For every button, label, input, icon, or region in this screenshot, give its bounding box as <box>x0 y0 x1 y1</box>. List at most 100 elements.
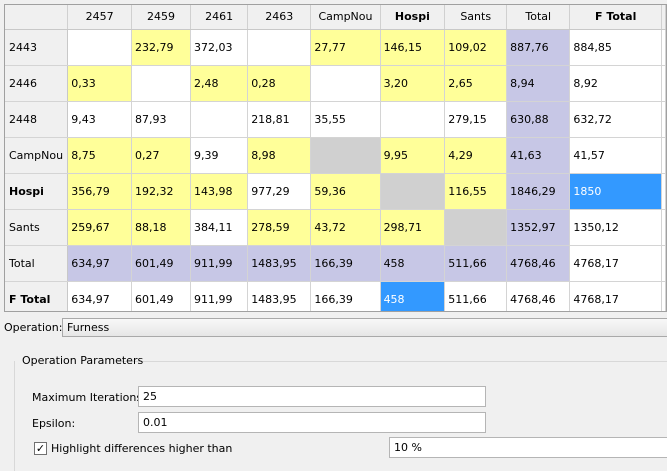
row-header[interactable]: 2443 <box>5 29 69 66</box>
table-cell[interactable]: 143,98 <box>190 173 249 210</box>
table-cell[interactable]: 1850 <box>569 173 662 210</box>
operation-dropdown[interactable]: Furness <box>62 318 667 337</box>
table-cell[interactable]: 0,33 <box>67 65 133 102</box>
table-cell[interactable]: 4768,17 <box>569 245 662 282</box>
table-cell[interactable]: 259,67 <box>67 209 133 246</box>
table-cell[interactable]: 0,28 <box>247 65 312 102</box>
table-cell[interactable]: 3,20 <box>380 65 446 102</box>
table-cell[interactable]: 8,92 <box>569 65 662 102</box>
column-header[interactable]: 2463 <box>247 5 312 30</box>
table-cell[interactable]: 911,99 <box>190 245 249 282</box>
table-cell[interactable] <box>310 65 381 102</box>
table-cell[interactable]: 278,59 <box>247 209 312 246</box>
table-cell[interactable]: 218,81 <box>247 101 312 138</box>
table-cell[interactable] <box>190 101 249 138</box>
table-cell[interactable]: 59,36 <box>310 173 381 210</box>
table-cell[interactable]: 634,97 <box>67 281 133 311</box>
max-iterations-label: Maximum Iterations: <box>32 391 146 404</box>
table-cell[interactable]: 384,11 <box>190 209 249 246</box>
highlight-threshold-input[interactable]: 10 % <box>389 437 667 458</box>
row-header[interactable]: Hospi <box>5 173 69 210</box>
table-cell[interactable]: 41,57 <box>569 137 662 174</box>
table-cell[interactable] <box>67 29 133 66</box>
table-cell[interactable]: 166,39 <box>310 245 381 282</box>
table-cell[interactable]: 4,29 <box>444 137 508 174</box>
table-cell[interactable]: 279,15 <box>444 101 508 138</box>
column-header[interactable]: 2457 <box>67 5 133 30</box>
table-cell[interactable]: 2,65 <box>444 65 508 102</box>
table-cell[interactable]: 372,03 <box>190 29 249 66</box>
table-cell[interactable]: 116,55 <box>444 173 508 210</box>
column-header[interactable]: Sants <box>444 5 508 30</box>
epsilon-input[interactable]: 0.01 <box>138 412 486 433</box>
table-cell[interactable]: 109,02 <box>444 29 508 66</box>
column-header[interactable]: Total <box>506 5 571 30</box>
table-cell[interactable]: 458 <box>380 281 446 311</box>
column-header[interactable]: 2461 <box>190 5 249 30</box>
table-row: 2446 0,33 2,48 0,28 3,20 2,65 8,94 8,92 <box>5 65 666 102</box>
table-cell[interactable]: 87,93 <box>131 101 192 138</box>
operation-label: Operation: <box>4 321 63 334</box>
table-cell[interactable] <box>247 29 312 66</box>
table-cell[interactable]: 192,32 <box>131 173 192 210</box>
table-cell[interactable]: 4768,17 <box>569 281 662 311</box>
table-cell[interactable]: 8,98 <box>247 137 312 174</box>
table-cell[interactable]: 27,77 <box>310 29 381 66</box>
table-cell[interactable]: 458 <box>380 245 446 282</box>
column-header[interactable]: F Total <box>569 5 662 30</box>
row-header[interactable]: Sants <box>5 209 69 246</box>
table-cell[interactable] <box>310 137 381 174</box>
max-iterations-input[interactable]: 25 <box>138 386 486 407</box>
table-cell[interactable]: 8,94 <box>506 65 571 102</box>
table-cell[interactable] <box>131 65 192 102</box>
row-header[interactable]: 2448 <box>5 101 69 138</box>
table-cell[interactable]: 1350,12 <box>569 209 662 246</box>
row-header[interactable]: Total <box>5 245 69 282</box>
row-header[interactable]: CampNou <box>5 137 69 174</box>
table-cell[interactable]: 298,71 <box>380 209 446 246</box>
table-cell[interactable] <box>380 101 446 138</box>
table-cell[interactable]: 166,39 <box>310 281 381 311</box>
matrix-grid[interactable]: 2457 2459 2461 2463 CampNou Hospi Sants Total F … <box>4 4 667 312</box>
table-cell[interactable]: 1483,95 <box>247 245 312 282</box>
epsilon-label: Epsilon: <box>32 417 76 430</box>
table-cell[interactable]: 977,29 <box>247 173 312 210</box>
table-cell[interactable]: 911,99 <box>190 281 249 311</box>
row-header[interactable]: 2446 <box>5 65 69 102</box>
table-cell[interactable]: 2,48 <box>190 65 249 102</box>
table-cell[interactable]: 1352,97 <box>506 209 571 246</box>
table-cell[interactable]: 232,79 <box>131 29 192 66</box>
table-cell[interactable]: 9,95 <box>380 137 446 174</box>
table-cell[interactable] <box>444 209 508 246</box>
table-cell[interactable]: 0,27 <box>131 137 192 174</box>
table-cell[interactable]: 1483,95 <box>247 281 312 311</box>
table-cell[interactable]: 4768,46 <box>506 245 571 282</box>
table-cell[interactable]: 9,43 <box>67 101 133 138</box>
row-filler <box>661 137 666 174</box>
table-cell[interactable]: 511,66 <box>444 281 508 311</box>
table-cell[interactable]: 4768,46 <box>506 281 571 311</box>
table-cell[interactable] <box>380 173 446 210</box>
table-cell[interactable]: 601,49 <box>131 245 192 282</box>
table-cell[interactable]: 1846,29 <box>506 173 571 210</box>
column-header[interactable]: CampNou <box>310 5 381 30</box>
table-cell[interactable]: 601,49 <box>131 281 192 311</box>
table-cell[interactable]: 634,97 <box>67 245 133 282</box>
column-header[interactable]: 2459 <box>131 5 192 30</box>
table-cell[interactable]: 43,72 <box>310 209 381 246</box>
column-header[interactable]: Hospi <box>380 5 446 30</box>
table-cell[interactable]: 630,88 <box>506 101 571 138</box>
table-cell[interactable]: 146,15 <box>380 29 446 66</box>
table-cell[interactable]: 884,85 <box>569 29 662 66</box>
table-cell[interactable]: 887,76 <box>506 29 571 66</box>
table-cell[interactable]: 41,63 <box>506 137 571 174</box>
table-cell[interactable]: 356,79 <box>67 173 133 210</box>
highlight-checkbox[interactable]: ✓ <box>34 442 47 455</box>
table-cell[interactable]: 9,39 <box>190 137 249 174</box>
table-cell[interactable]: 8,75 <box>67 137 133 174</box>
row-header[interactable]: F Total <box>5 281 69 311</box>
table-cell[interactable]: 35,55 <box>310 101 381 138</box>
table-cell[interactable]: 88,18 <box>131 209 192 246</box>
table-cell[interactable]: 632,72 <box>569 101 662 138</box>
table-cell[interactable]: 511,66 <box>444 245 508 282</box>
